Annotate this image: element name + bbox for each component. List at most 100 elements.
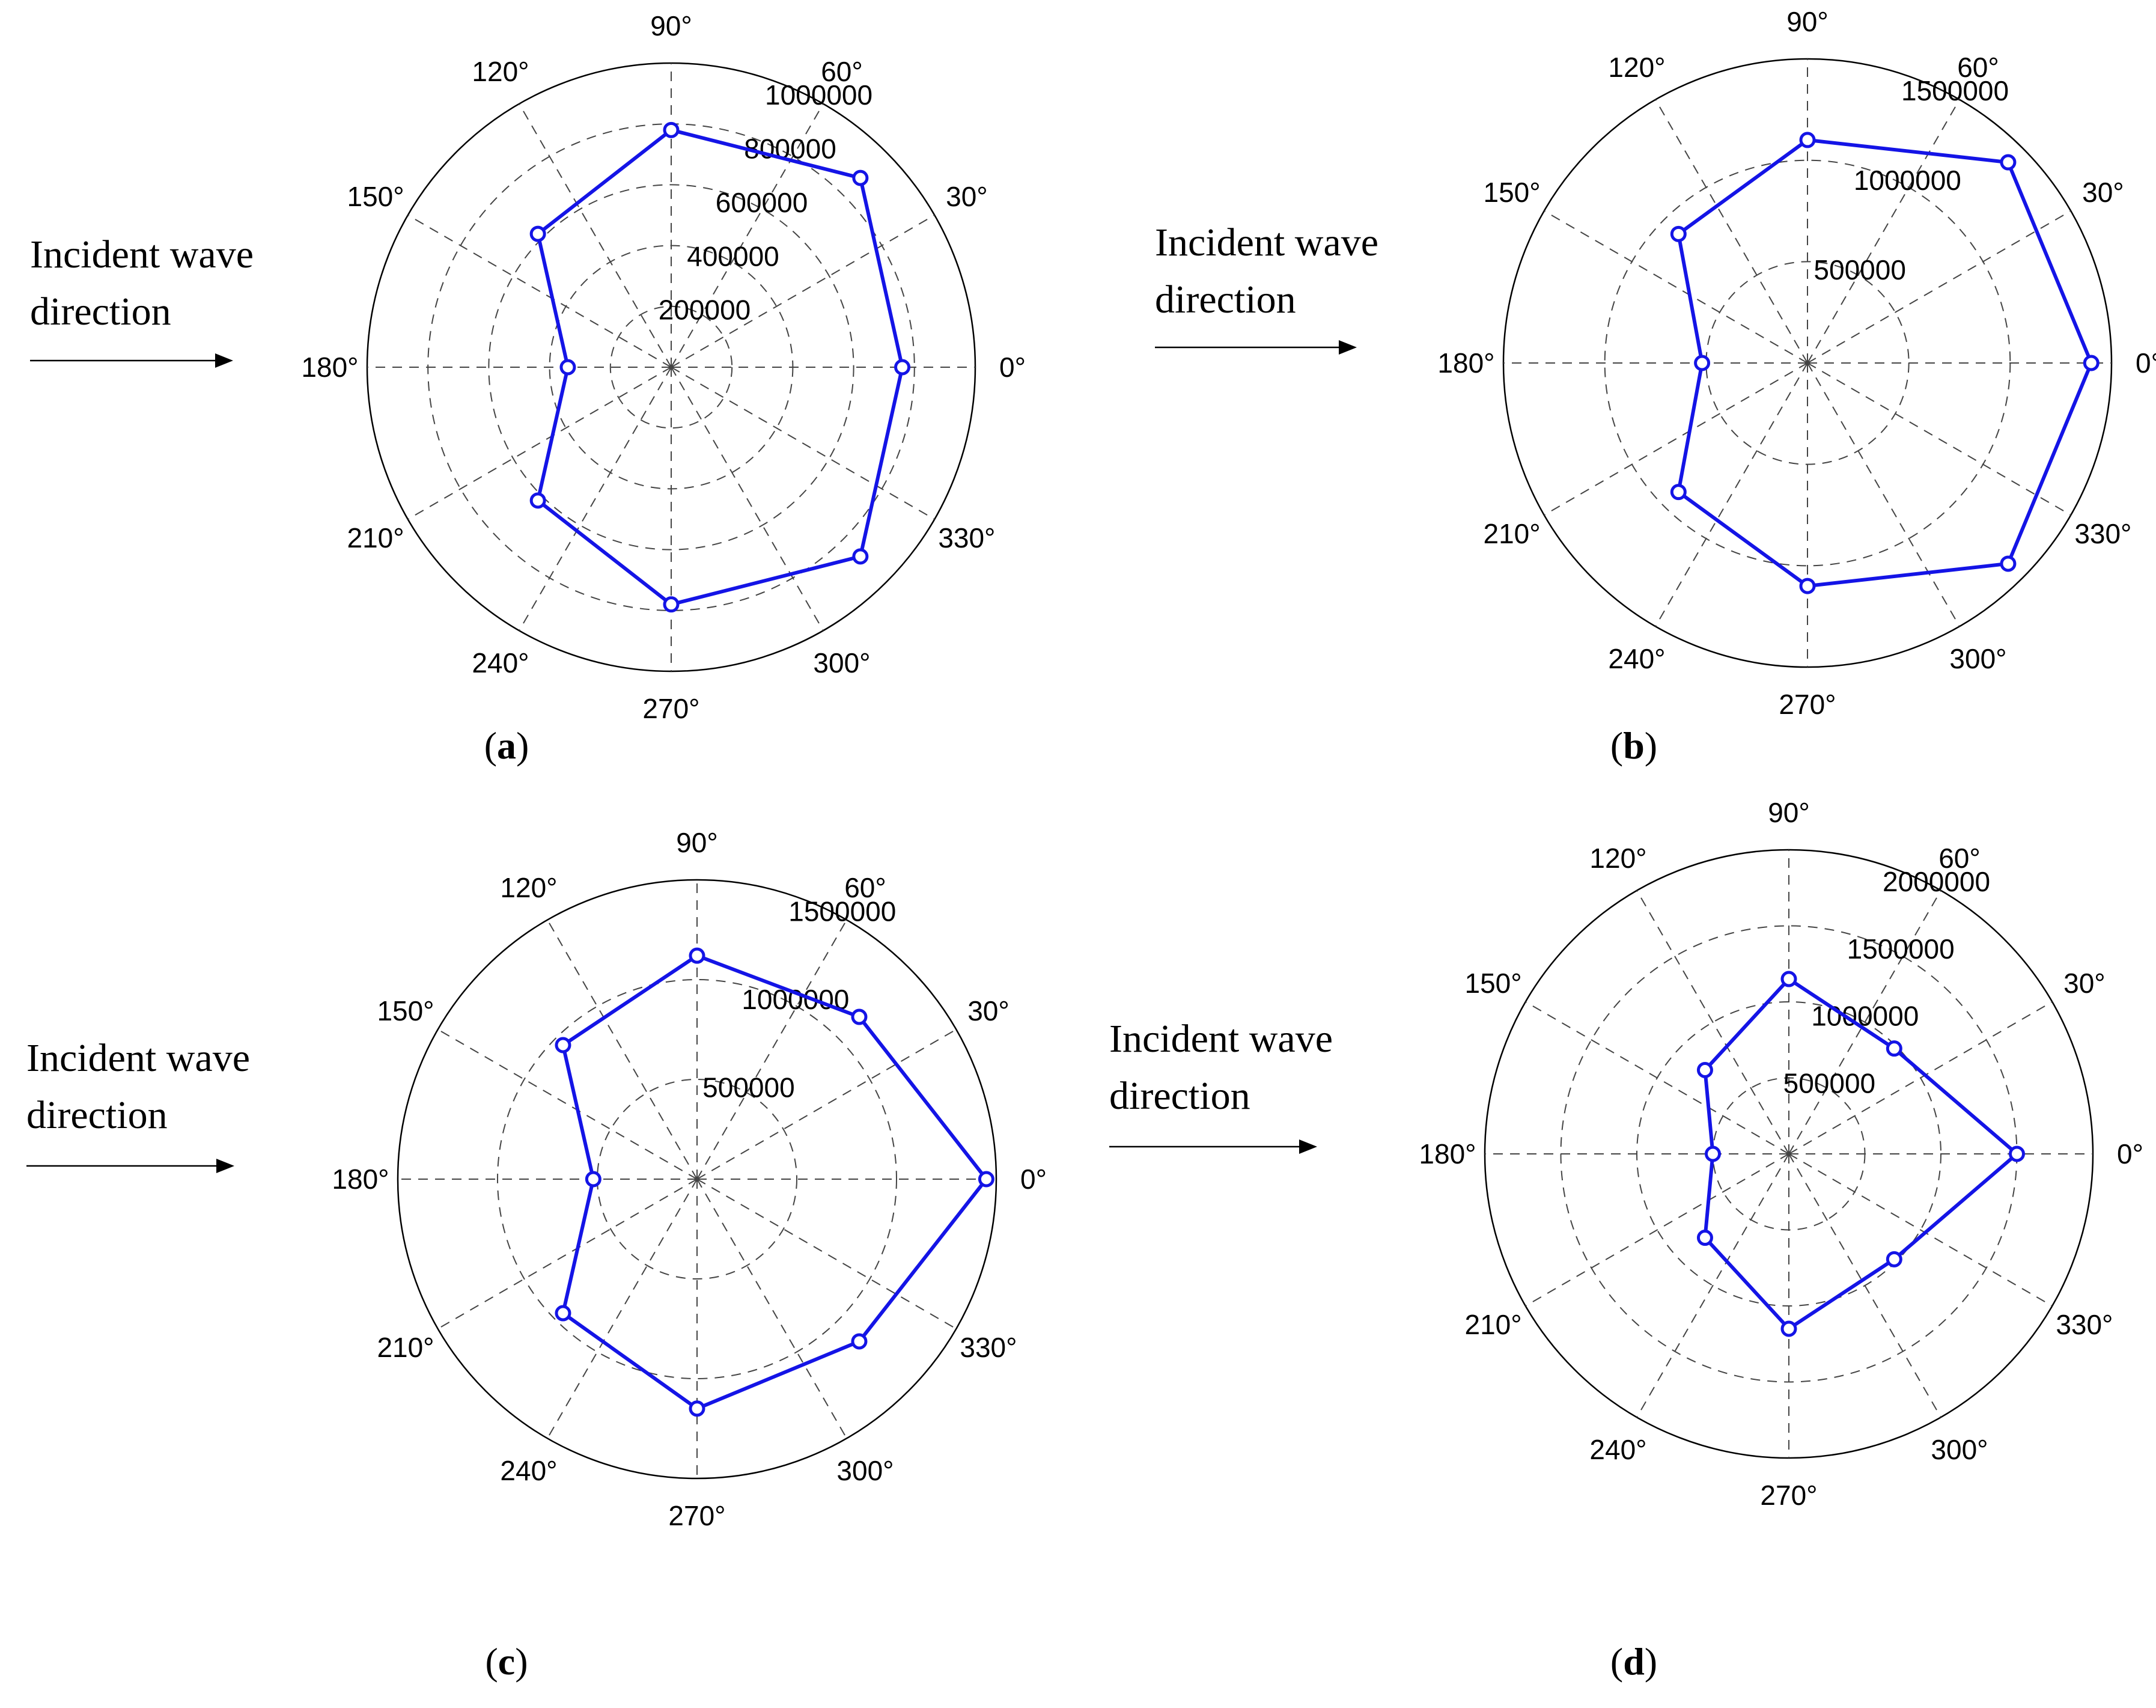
grid-spoke — [519, 367, 672, 631]
incident-label-line1: Incident wave — [1109, 1017, 1333, 1061]
grid-spoke — [1636, 890, 1789, 1154]
data-point — [1705, 1145, 1721, 1162]
polar-chart-b: 0° 30° 60° 90° 120° 150° 180° 210° 240° 270° 300° 3… — [1155, 6, 2156, 767]
grid-spoke — [1544, 362, 1808, 516]
radial-tick-label: 200000 — [659, 294, 751, 326]
incident-label-line1: Incident wave — [30, 233, 254, 276]
grid-spoke — [1525, 1001, 1789, 1154]
theta-label: 330° — [938, 522, 995, 554]
grid-spoke — [1636, 1153, 1789, 1418]
data-point — [529, 492, 546, 509]
theta-label: 150° — [1465, 968, 1522, 999]
data-point — [689, 947, 705, 964]
incident-label-line2: direction — [26, 1093, 168, 1137]
theta-label: 0° — [1020, 1164, 1047, 1195]
theta-label: 300° — [1949, 643, 2006, 674]
panel-caption: (a) — [484, 724, 529, 767]
theta-label: 300° — [813, 647, 870, 679]
caption-open-paren: ( — [484, 724, 497, 767]
radial-tick-label: 1000000 — [742, 984, 849, 1015]
incident-label-line1: Incident wave — [26, 1036, 250, 1080]
radial-tick-label: 2000000 — [1883, 866, 1990, 897]
theta-label: 240° — [1589, 1434, 1646, 1465]
radial-tick-label: 500000 — [1813, 254, 1906, 285]
grid-spoke — [671, 367, 824, 631]
theta-label: 180° — [301, 352, 358, 383]
grid-spoke — [1788, 890, 1941, 1154]
data-point — [852, 169, 869, 186]
grid-spoke — [1655, 99, 1808, 364]
grid-spoke — [1807, 362, 1960, 627]
theta-label: 240° — [1608, 643, 1665, 674]
data-point — [555, 1305, 571, 1322]
theta-label: 60° — [821, 56, 863, 87]
series-line — [561, 953, 988, 1411]
theta-label: 300° — [1931, 1434, 1988, 1465]
caption-open-paren: ( — [1610, 1640, 1623, 1683]
polar-chart-d: 0° 30° 60° 90° 120° 150° 180° 210° 240° 270° 300° 3… — [1109, 797, 2143, 1683]
grid-spoke — [1807, 210, 2071, 364]
theta-label: 270° — [1760, 1480, 1817, 1511]
theta-label: 60° — [1957, 52, 1999, 83]
incident-label-line2: direction — [1109, 1074, 1250, 1118]
theta-label: 30° — [2082, 177, 2124, 208]
theta-label: 210° — [1484, 518, 1541, 549]
theta-label: 30° — [946, 181, 988, 212]
grid-spoke — [696, 1179, 957, 1329]
data-point — [663, 596, 680, 613]
data-point — [978, 1171, 994, 1188]
radial-tick-label: 500000 — [702, 1072, 795, 1103]
theta-label: 150° — [347, 181, 404, 212]
grid-circle — [488, 184, 854, 551]
data-point — [1886, 1251, 1902, 1267]
theta-label: 240° — [472, 647, 529, 679]
incident-arrow-head — [1299, 1139, 1317, 1154]
polar-chart-a: 0° 30° 60° 90° 120° 150° 180° 210° 240° 270° 300° 3… — [30, 10, 1026, 767]
theta-label: 120° — [1589, 843, 1646, 874]
data-point — [1886, 1040, 1902, 1057]
theta-label: 240° — [500, 1455, 557, 1486]
grid-spoke — [696, 1029, 957, 1180]
data-point — [851, 1333, 868, 1350]
radial-tick-label: 600000 — [716, 187, 808, 218]
data-point — [894, 359, 911, 376]
grid-circle — [609, 305, 733, 429]
grid-circle — [597, 1079, 797, 1279]
data-point — [529, 225, 546, 242]
panel-caption: (d) — [1610, 1640, 1657, 1683]
radial-tick-label: 1500000 — [1847, 933, 1955, 965]
grid-spoke — [547, 1179, 698, 1439]
grid-spoke — [1807, 99, 1960, 364]
theta-label: 150° — [1484, 177, 1541, 208]
theta-label: 210° — [1465, 1309, 1522, 1340]
grid-spoke — [696, 920, 847, 1180]
radial-tick-label: 1500000 — [1901, 75, 2009, 106]
theta-label: 90° — [1768, 797, 1810, 828]
caption-letter: c — [498, 1640, 515, 1683]
theta-label: 90° — [650, 10, 692, 41]
data-point — [2083, 355, 2100, 371]
data-point — [1799, 132, 1816, 148]
radial-tick-label: 1500000 — [788, 895, 896, 927]
data-point — [1696, 1061, 1713, 1078]
theta-label: 270° — [1779, 689, 1836, 720]
panel-caption: (b) — [1610, 724, 1657, 767]
incident-label-line2: direction — [30, 290, 171, 334]
theta-label: 90° — [676, 827, 718, 858]
theta-label: 30° — [967, 995, 1009, 1026]
theta-label: 210° — [377, 1332, 434, 1363]
theta-label: 210° — [347, 522, 404, 554]
grid-spoke — [1788, 1001, 2053, 1154]
grid-spoke — [437, 1179, 698, 1329]
caption-letter: b — [1623, 724, 1645, 767]
theta-label: 180° — [1419, 1138, 1476, 1170]
grid-spoke — [407, 367, 672, 520]
polar-chart-c: 0° 30° 60° 90° 120° 150° 180° 210° 240° 270° 300° 3… — [26, 827, 1047, 1683]
data-point — [1696, 1230, 1713, 1246]
theta-label: 270° — [642, 693, 699, 724]
caption-close-paren: ) — [1645, 1640, 1657, 1683]
caption-close-paren: ) — [516, 724, 529, 767]
data-point — [1780, 971, 1797, 987]
theta-label: 330° — [960, 1332, 1017, 1363]
data-point — [663, 121, 680, 138]
